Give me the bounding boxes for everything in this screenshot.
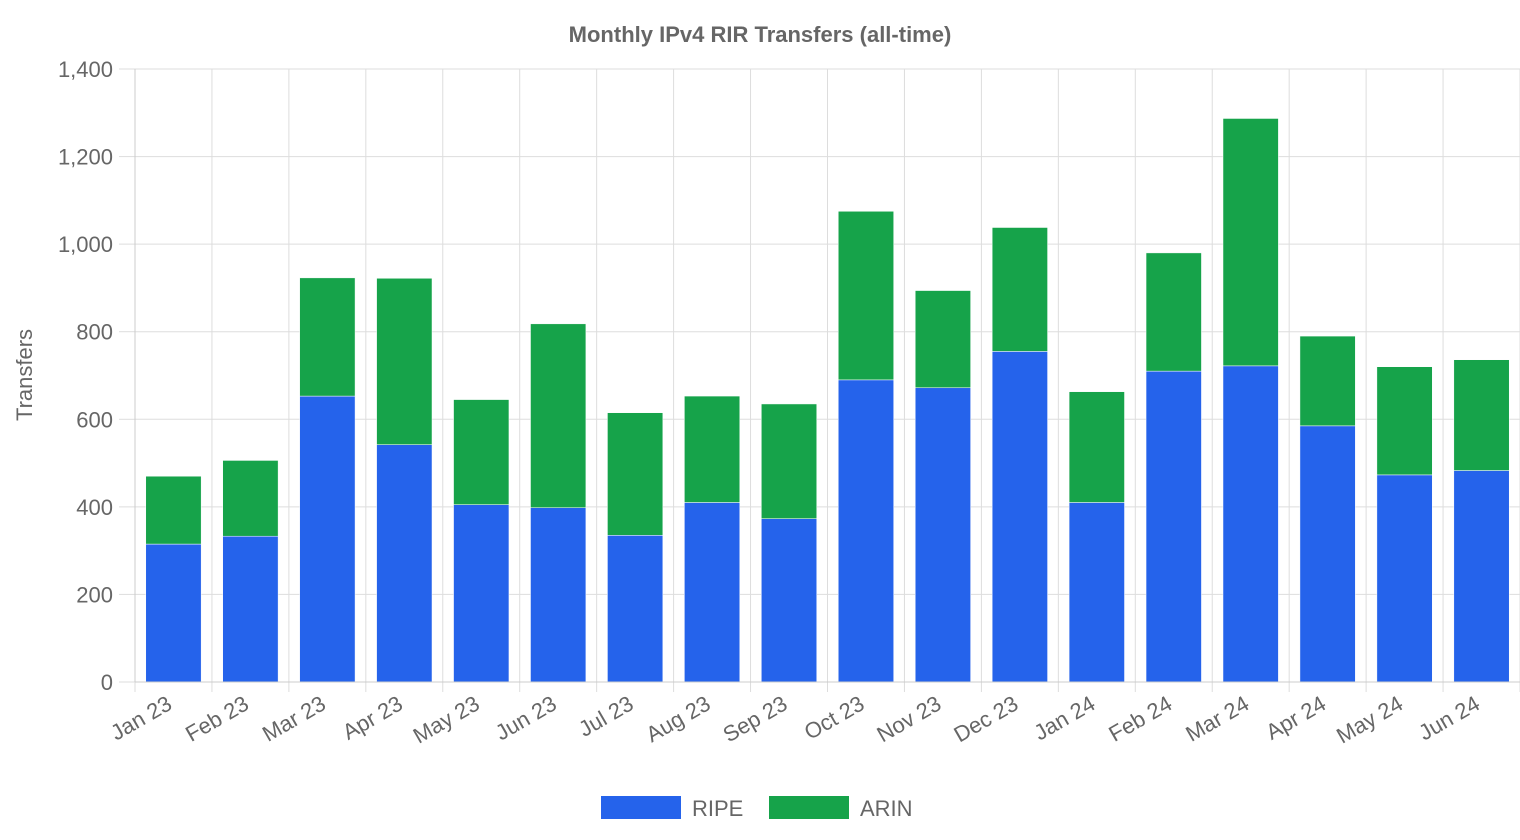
y-tick-labels: 0 200 400 600 800 1,000 1,200 1,400 xyxy=(58,57,113,695)
bar-ripe-oct-23[interactable] xyxy=(838,379,894,683)
bar-ripe-sep-23[interactable] xyxy=(761,518,817,683)
bar-arin-jan-24[interactable] xyxy=(1068,391,1125,503)
bar-arin-feb-24[interactable] xyxy=(1145,252,1202,372)
bar-ripe-feb-23[interactable] xyxy=(222,535,279,683)
bar-ripe-jul-23[interactable] xyxy=(607,535,664,683)
x-tick-label: Apr 24 xyxy=(1261,691,1330,745)
bar-ripe-apr-24[interactable] xyxy=(1299,425,1356,683)
x-tick-label: Mar 24 xyxy=(1181,691,1253,747)
x-tick-labels: Jan 23 Feb 23 Mar 23 Apr 23 May 23 Jun 23 Jul … xyxy=(106,691,1484,749)
bar-arin-apr-23[interactable] xyxy=(376,278,433,445)
y-tick-label: 1,200 xyxy=(58,145,113,170)
bar-arin-jun-24[interactable] xyxy=(1453,359,1510,471)
bar-arin-oct-23[interactable] xyxy=(838,211,894,381)
bar-ripe-mar-23[interactable] xyxy=(299,395,356,683)
bar-arin-feb-23[interactable] xyxy=(222,460,279,537)
bar-ripe-may-24[interactable] xyxy=(1376,474,1433,683)
bar-ripe-dec-23[interactable] xyxy=(991,351,1048,683)
legend-label-ripe: RIPE xyxy=(692,796,743,821)
bar-ripe-may-23[interactable] xyxy=(453,504,510,683)
x-tick-label: Sep 23 xyxy=(719,691,792,748)
legend-item-ripe[interactable]: RIPE xyxy=(601,796,743,821)
bar-arin-apr-24[interactable] xyxy=(1299,335,1356,427)
bar-ripe-nov-23[interactable] xyxy=(914,387,971,683)
bar-arin-mar-24[interactable] xyxy=(1222,118,1279,367)
x-tick-label: Aug 23 xyxy=(642,691,715,748)
legend-label-arin: ARIN xyxy=(860,796,913,821)
bar-arin-nov-23[interactable] xyxy=(914,290,971,389)
legend-swatch-arin xyxy=(769,796,849,819)
x-tick-label: Apr 23 xyxy=(338,691,407,745)
x-tick-label: May 23 xyxy=(409,691,484,749)
x-tick-label: Nov 23 xyxy=(873,691,946,748)
bar-arin-sep-23[interactable] xyxy=(761,403,817,519)
bar-ripe-apr-23[interactable] xyxy=(376,444,433,683)
bar-arin-jan-23[interactable] xyxy=(145,475,202,545)
y-tick-label: 200 xyxy=(76,582,113,607)
x-tick-label: Oct 23 xyxy=(800,691,869,745)
y-tick-label: 1,400 xyxy=(58,57,113,82)
chart-title: Monthly IPv4 RIR Transfers (all-time) xyxy=(569,22,952,47)
bar-arin-jun-23[interactable] xyxy=(530,323,587,508)
x-tick-label: Jan 23 xyxy=(106,691,176,746)
y-tick-label: 400 xyxy=(76,495,113,520)
legend-item-arin[interactable]: ARIN xyxy=(769,796,913,821)
axes-layer xyxy=(119,68,1520,683)
bar-ripe-mar-24[interactable] xyxy=(1222,365,1279,683)
bar-arin-mar-23[interactable] xyxy=(299,277,356,397)
x-tick-label: Feb 24 xyxy=(1104,691,1176,747)
bar-ripe-jan-24[interactable] xyxy=(1068,502,1125,683)
bar-arin-may-23[interactable] xyxy=(453,399,510,505)
x-tick-label: Feb 23 xyxy=(181,691,253,747)
x-tick-label: Dec 23 xyxy=(949,691,1022,748)
x-tick-label: Jun 23 xyxy=(491,691,561,746)
bar-arin-may-24[interactable] xyxy=(1376,366,1433,476)
bar-ripe-feb-24[interactable] xyxy=(1145,370,1202,683)
y-tick-label: 1,000 xyxy=(58,232,113,257)
bar-arin-aug-23[interactable] xyxy=(684,395,741,503)
x-tick-label: May 24 xyxy=(1332,691,1407,749)
legend[interactable]: RIPE ARIN xyxy=(601,796,913,821)
x-tick-label: Jan 24 xyxy=(1030,691,1100,746)
x-tick-label: Jun 24 xyxy=(1414,691,1484,746)
bar-ripe-aug-23[interactable] xyxy=(684,502,741,683)
bar-arin-dec-23[interactable] xyxy=(991,227,1048,352)
y-tick-label: 600 xyxy=(76,407,113,432)
legend-swatch-ripe xyxy=(601,796,681,819)
bars-layer xyxy=(145,118,1510,683)
y-axis-title: Transfers xyxy=(12,329,37,421)
bar-ripe-jun-24[interactable] xyxy=(1453,470,1510,683)
bar-arin-jul-23[interactable] xyxy=(607,412,664,536)
y-tick-label: 800 xyxy=(76,320,113,345)
x-tick-label: Mar 23 xyxy=(258,691,330,747)
bar-ripe-jan-23[interactable] xyxy=(145,543,202,683)
x-tick-label: Jul 23 xyxy=(574,691,637,742)
grid-lines xyxy=(134,68,1520,692)
bar-ripe-jun-23[interactable] xyxy=(530,507,587,683)
y-tick-label: 0 xyxy=(101,670,113,695)
